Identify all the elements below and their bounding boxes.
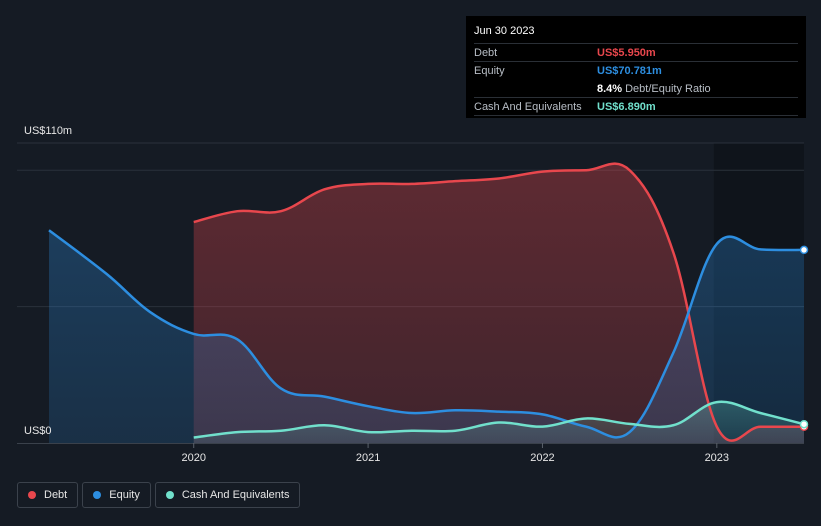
tooltip-debt-value: US$5.950m bbox=[597, 47, 656, 59]
tooltip-ratio-spacer bbox=[474, 81, 597, 97]
legend-item-cash[interactable]: Cash And Equivalents bbox=[154, 482, 301, 508]
legend: Debt Equity Cash And Equivalents bbox=[17, 482, 301, 508]
cash-endpoint bbox=[799, 419, 809, 429]
legend-dot-icon bbox=[165, 491, 174, 499]
tooltip-debt-label: Debt bbox=[474, 47, 498, 59]
cash-line bbox=[193, 400, 805, 439]
equity-endpoint bbox=[799, 245, 809, 255]
y-axis-bottom-label: US$0 bbox=[24, 425, 52, 437]
x-tick-label: 2022 bbox=[530, 452, 554, 464]
cash-area bbox=[193, 401, 804, 443]
tooltip-equity-label: Equity bbox=[474, 65, 505, 77]
legend-dot-icon bbox=[93, 491, 102, 499]
legend-label-debt: Debt bbox=[44, 489, 68, 501]
legend-item-equity[interactable]: Equity bbox=[82, 482, 151, 508]
x-tick-label: 2020 bbox=[181, 452, 205, 464]
tooltip-cash-label: Cash And Equivalents bbox=[474, 101, 582, 113]
tooltip-cash-value: US$6.890m bbox=[597, 101, 656, 113]
debt-line bbox=[193, 162, 805, 442]
tooltip-row-equity: Equity US$70.781m bbox=[474, 62, 798, 80]
tooltip-row-cash: Cash And Equivalents US$6.890m bbox=[474, 98, 798, 116]
tooltip-equity-value: US$70.781m bbox=[597, 65, 662, 77]
tooltip-ratio-value: 8.4% bbox=[597, 83, 623, 95]
tooltip-ratio-label: Debt/Equity Ratio bbox=[625, 83, 711, 95]
equity-area bbox=[49, 230, 804, 443]
legend-label-equity: Equity bbox=[109, 489, 140, 501]
tooltip-row-ratio: 8.4% Debt/Equity Ratio bbox=[474, 80, 798, 98]
debt-area bbox=[193, 163, 804, 444]
tooltip-row-debt: Debt US$5.950m bbox=[474, 44, 798, 62]
y-axis-top-label: US$110m bbox=[24, 125, 73, 137]
equity-line bbox=[48, 229, 805, 439]
x-tick-label: 2023 bbox=[705, 452, 729, 464]
legend-label-cash: Cash And Equivalents bbox=[181, 489, 290, 501]
x-tick-label: 2021 bbox=[356, 452, 380, 464]
tooltip-panel: Jun 30 2023 Debt US$5.950m Equity US$70.… bbox=[466, 16, 806, 118]
legend-dot-icon bbox=[28, 491, 36, 499]
legend-item-debt[interactable]: Debt bbox=[17, 482, 79, 508]
tooltip-date: Jun 30 2023 bbox=[474, 23, 798, 44]
